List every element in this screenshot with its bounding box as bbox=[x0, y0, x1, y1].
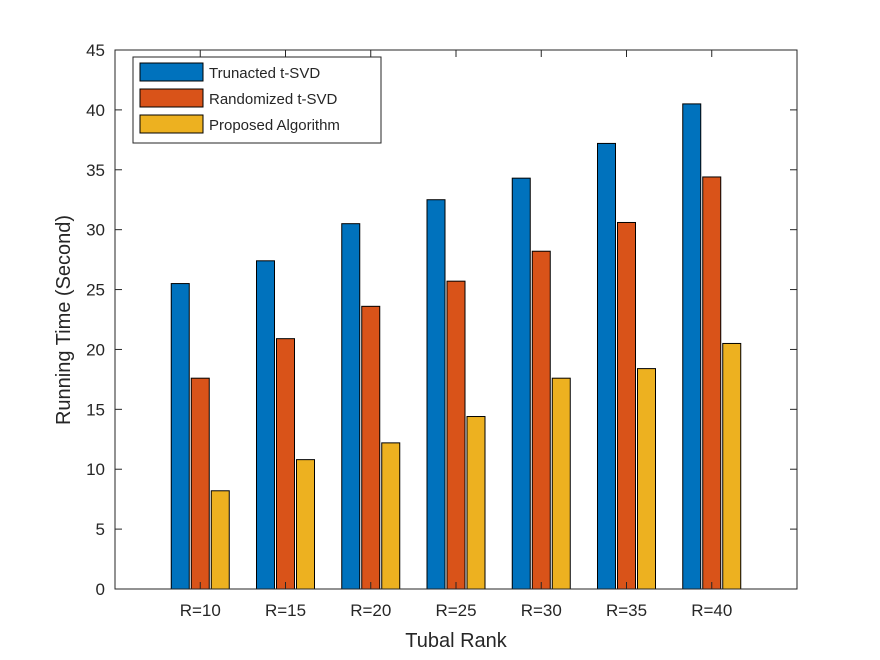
x-tick-label: R=40 bbox=[691, 601, 732, 620]
y-tick-label: 5 bbox=[96, 520, 105, 539]
y-tick-label: 25 bbox=[86, 281, 105, 300]
legend: Trunacted t-SVD Randomized t-SVD Proposed … bbox=[132, 56, 382, 144]
bar-1-R=25 bbox=[426, 199, 446, 590]
bar-2-R=40 bbox=[702, 176, 722, 590]
legend-label: Randomized t-SVD bbox=[209, 91, 338, 108]
bar-3-R=25 bbox=[466, 416, 486, 590]
legend-swatch bbox=[139, 62, 204, 82]
y-tick-label: 45 bbox=[86, 41, 105, 60]
y-axis-title: Running Time (Second) bbox=[53, 215, 75, 425]
bar-3-R=30 bbox=[551, 377, 571, 590]
bar-3-R=15 bbox=[296, 459, 315, 590]
x-tick-label: R=35 bbox=[606, 601, 647, 620]
bar-2-R=35 bbox=[617, 221, 636, 590]
bar-2-R=10 bbox=[190, 377, 210, 590]
bars-layer bbox=[170, 103, 742, 590]
x-tick-label: R=25 bbox=[435, 601, 476, 620]
y-tick-label: 10 bbox=[86, 460, 105, 479]
bar-2-R=20 bbox=[361, 305, 381, 590]
x-tick-label: R=30 bbox=[521, 601, 562, 620]
x-axis-ticks: R=10 R=15 R=20 R=25 R=30 R=35 R=40 bbox=[180, 50, 732, 620]
bar-2-R=15 bbox=[276, 338, 295, 590]
bar-1-R=20 bbox=[341, 223, 361, 590]
bar-1-R=40 bbox=[682, 103, 702, 590]
y-axis-ticks: 0 5 10 15 20 25 30 35 40 45 bbox=[86, 41, 797, 599]
y-tick-label: 0 bbox=[96, 580, 105, 599]
bar-3-R=10 bbox=[210, 490, 230, 590]
x-axis-title: Tubal Rank bbox=[405, 630, 508, 652]
bar-3-R=35 bbox=[637, 368, 656, 590]
y-tick-label: 30 bbox=[86, 221, 105, 240]
bar-2-R=25 bbox=[446, 280, 466, 590]
x-tick-label: R=20 bbox=[350, 601, 391, 620]
bar-1-R=30 bbox=[511, 177, 531, 590]
legend-swatch bbox=[139, 114, 204, 134]
bar-1-R=15 bbox=[256, 260, 275, 590]
y-tick-label: 20 bbox=[86, 340, 105, 359]
legend-label: Proposed Algorithm bbox=[209, 117, 340, 134]
y-tick-label: 15 bbox=[86, 400, 105, 419]
y-tick-label: 40 bbox=[86, 101, 105, 120]
x-tick-label: R=10 bbox=[180, 601, 221, 620]
bar-3-R=40 bbox=[722, 342, 742, 590]
y-tick-label: 35 bbox=[86, 161, 105, 180]
bar-2-R=30 bbox=[531, 250, 551, 590]
bar-1-R=10 bbox=[170, 283, 190, 590]
bar-3-R=20 bbox=[381, 442, 401, 590]
x-tick-label: R=15 bbox=[265, 601, 306, 620]
legend-swatch bbox=[139, 88, 204, 108]
plot-box bbox=[114, 49, 798, 590]
bar-1-R=35 bbox=[597, 142, 616, 590]
legend-label: Trunacted t-SVD bbox=[209, 65, 320, 82]
